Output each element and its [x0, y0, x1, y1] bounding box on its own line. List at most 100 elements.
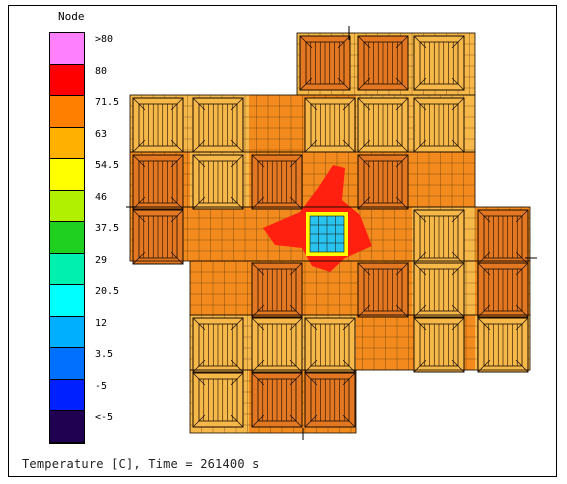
- legend-label: 46: [95, 191, 108, 203]
- pallet-diagonal: [289, 262, 303, 276]
- legend-swatch: [50, 190, 84, 223]
- pallet-diagonal: [515, 262, 529, 276]
- pallet-diagonal: [451, 251, 465, 265]
- legend-swatch: [50, 222, 84, 254]
- pallet-diagonal: [251, 262, 265, 276]
- pallet-diagonal: [304, 97, 318, 111]
- pallet-diagonal: [413, 209, 427, 223]
- legend-label: 80: [95, 65, 108, 77]
- pallet-diagonal: [413, 317, 427, 331]
- color-legend: [49, 32, 85, 444]
- pallet-diagonal: [342, 414, 356, 428]
- pallet-diagonal: [342, 139, 356, 153]
- pallet-diagonal: [451, 35, 465, 49]
- pallet-diagonal: [170, 209, 184, 223]
- pallet-diagonal: [413, 251, 427, 265]
- pallet-diagonal: [342, 97, 356, 111]
- pallet-diagonal: [451, 77, 465, 91]
- pallet-diagonal: [357, 97, 371, 111]
- legend-swatch: [50, 285, 84, 317]
- legend-title: Node: [58, 10, 85, 23]
- pallet-diagonal: [304, 414, 318, 428]
- pallet-diagonal: [132, 139, 146, 153]
- legend-label: -5: [95, 380, 108, 392]
- slab-outline: [189, 369, 357, 434]
- pallet-diagonal: [132, 97, 146, 111]
- pallet-diagonal: [230, 97, 244, 111]
- pallet-diagonal: [251, 414, 265, 428]
- pallet-diagonal: [289, 317, 303, 331]
- pallet-diagonal: [230, 139, 244, 153]
- pallet-diagonal: [304, 372, 318, 386]
- pallet-diagonal: [357, 262, 371, 276]
- pallet-diagonal: [515, 209, 529, 223]
- pallet-diagonal: [230, 317, 244, 331]
- pallet-diagonal: [337, 77, 351, 91]
- pallet-diagonal: [192, 154, 206, 168]
- pallet-diagonal: [230, 154, 244, 168]
- legend-label: 29: [95, 254, 108, 266]
- pallet-diagonal: [251, 154, 265, 168]
- pallet-diagonal: [477, 251, 491, 265]
- pallet-diagonal: [477, 262, 491, 276]
- pallet-diagonal: [170, 251, 184, 265]
- caption: Temperature [C], Time = 261400 s: [22, 457, 260, 471]
- pallet-diagonal: [413, 262, 427, 276]
- legend-label: 3.5: [95, 349, 114, 361]
- pallet-diagonal: [395, 35, 409, 49]
- pallet-diagonal: [192, 317, 206, 331]
- pallet-diagonal: [395, 139, 409, 153]
- pallet-diagonal: [357, 35, 371, 49]
- pallet-diagonal: [357, 154, 371, 168]
- pallet-diagonal: [477, 317, 491, 331]
- pallet-diagonal: [413, 77, 427, 91]
- pallet-diagonal: [192, 372, 206, 386]
- pallet-diagonal: [395, 77, 409, 91]
- pallet-diagonal: [289, 414, 303, 428]
- legend-swatch: [50, 379, 84, 412]
- pallet-diagonal: [170, 139, 184, 153]
- pallet-diagonal: [170, 97, 184, 111]
- legend-label: 63: [95, 128, 108, 140]
- pallet-diagonal: [451, 317, 465, 331]
- pallet-diagonal: [515, 251, 529, 265]
- pallet-diagonal: [395, 97, 409, 111]
- pallet-diagonal: [357, 139, 371, 153]
- pallet-diagonal: [251, 372, 265, 386]
- legend-swatch: [50, 64, 84, 97]
- pallet-diagonal: [132, 209, 146, 223]
- legend-swatch: [50, 411, 84, 443]
- pallet-diagonal: [451, 139, 465, 153]
- pallet-diagonal: [299, 35, 313, 49]
- legend-label: <-5: [95, 412, 114, 424]
- legend-label: 20.5: [95, 286, 120, 298]
- pallet-diagonal: [337, 35, 351, 49]
- legend-swatch: [50, 316, 84, 349]
- pallet-diagonal: [342, 372, 356, 386]
- legend-label: 37.5: [95, 223, 120, 235]
- pallet-diagonal: [413, 97, 427, 111]
- pallet-diagonal: [451, 209, 465, 223]
- pallet-diagonal: [413, 139, 427, 153]
- pallet-diagonal: [289, 372, 303, 386]
- pallet-diagonal: [230, 414, 244, 428]
- pallet-diagonal: [515, 317, 529, 331]
- pallet-diagonal: [230, 372, 244, 386]
- pallet-diagonal: [192, 97, 206, 111]
- pallet-diagonal: [289, 154, 303, 168]
- pallet-diagonal: [413, 35, 427, 49]
- legend-label: 71.5: [95, 97, 120, 109]
- pallet-diagonal: [299, 77, 313, 91]
- legend-swatch: [50, 159, 84, 191]
- legend-swatch: [50, 127, 84, 160]
- pallet-diagonal: [451, 97, 465, 111]
- legend-label: >80: [95, 34, 114, 45]
- legend-label: 12: [95, 317, 108, 329]
- pallet-diagonal: [357, 77, 371, 91]
- pallet-diagonal: [251, 317, 265, 331]
- legend-swatch: [50, 348, 84, 380]
- pallet-diagonal: [451, 262, 465, 276]
- legend-label: 54.5: [95, 160, 120, 172]
- pallet-diagonal: [132, 154, 146, 168]
